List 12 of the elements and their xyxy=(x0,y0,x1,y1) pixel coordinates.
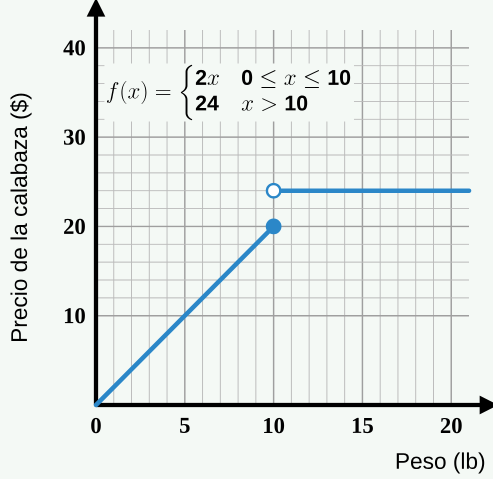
y-axis-title: Precio de la calabaza ($) xyxy=(10,94,32,342)
x-tick-label: 20 xyxy=(440,418,462,434)
y-tick-label: 20 xyxy=(64,218,85,234)
x-tick-label: 15 xyxy=(352,418,373,434)
y-tick-label: 40 xyxy=(63,40,85,56)
x-axis-title: Peso (lb) xyxy=(396,452,484,474)
x-tick-label: 10 xyxy=(264,418,284,434)
x-tick-label: 0 xyxy=(91,418,101,434)
y-tick-label: 10 xyxy=(64,308,85,324)
x-tick-label: 5 xyxy=(180,418,190,433)
annotation: $f(x)=\begin{cases}\mathbf{2}x & \mathbf{0}\le x\le \mathbf{10}\\ \mathbf{24} & x>\mathbf{10}\end{cases}$ xyxy=(106,64,350,120)
y-tick-label: 30 xyxy=(64,129,85,145)
